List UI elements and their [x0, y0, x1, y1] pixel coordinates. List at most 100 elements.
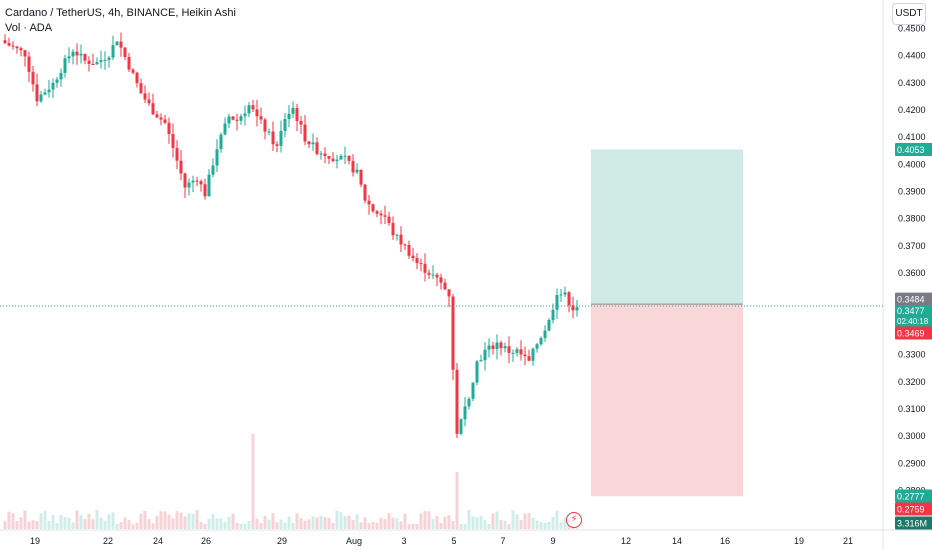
volume-bar [35, 520, 39, 529]
price-tick-label: 0.4500 [898, 24, 926, 34]
candle [163, 114, 167, 125]
volume-bar [31, 520, 35, 529]
candle-body [95, 62, 99, 65]
volume-bar [319, 516, 323, 529]
candle-body [171, 134, 175, 148]
volume-bar [367, 522, 371, 529]
candle [311, 133, 315, 151]
candle [423, 253, 427, 282]
candle [131, 68, 135, 75]
time-tick-label: 3 [401, 536, 406, 546]
candle-body [399, 234, 403, 245]
candle [315, 137, 319, 156]
candle-body [471, 382, 475, 399]
candle [351, 154, 355, 177]
candle-body [375, 211, 379, 214]
candle [363, 183, 367, 204]
candle-body [351, 160, 355, 173]
volume-bar [539, 521, 543, 529]
candle-body [415, 258, 419, 264]
candle [395, 233, 399, 241]
lightning-icon[interactable]: ⚡ [566, 512, 582, 528]
volume-value-label: 3.316M [897, 519, 927, 529]
candle-body [551, 309, 555, 320]
candle-body [295, 107, 299, 122]
candle [39, 90, 43, 104]
candle [447, 289, 451, 308]
volume-bar [375, 522, 379, 529]
volume-bar [387, 513, 391, 529]
candle-body [355, 169, 359, 173]
candle [471, 382, 475, 402]
candle [307, 140, 311, 149]
candle-body [407, 244, 411, 256]
candle-body [487, 345, 491, 350]
candle [59, 68, 63, 87]
candle-body [519, 349, 523, 355]
candle-body [279, 130, 283, 146]
volume-bar [39, 513, 43, 529]
candle [215, 139, 219, 173]
candle-body [31, 71, 35, 85]
candle [355, 163, 359, 174]
candle-body [319, 153, 323, 155]
candle-body [131, 69, 135, 73]
candle-body [191, 180, 195, 183]
volume-bar [355, 514, 359, 529]
candle [383, 205, 387, 225]
candle [515, 347, 519, 357]
candle-body [315, 142, 319, 154]
volume-bar [155, 515, 159, 529]
volume-bar [95, 510, 99, 529]
candle-body [79, 53, 83, 56]
volume-bar [267, 519, 271, 529]
candle-body [367, 200, 371, 205]
candle [543, 325, 547, 342]
candle [87, 56, 91, 72]
candle-body [455, 369, 459, 434]
price-tick-label: 0.4300 [898, 78, 926, 88]
currency-button[interactable]: USDT [892, 3, 926, 25]
candle-body [439, 277, 443, 283]
volume-value-label-bg [895, 516, 932, 530]
volume-bar [323, 517, 327, 529]
candle [379, 210, 383, 225]
volume-bar [315, 517, 319, 529]
profit-target-zone [591, 149, 743, 305]
candle [455, 362, 459, 439]
prev-close-label: 0.3469 [897, 329, 925, 339]
candle-body [499, 342, 503, 349]
candle [31, 65, 35, 92]
volume-bar [379, 517, 383, 529]
candle-body [151, 103, 155, 115]
candle [155, 111, 159, 118]
candle-body [195, 180, 199, 182]
candle-body [463, 406, 467, 420]
candle-body [531, 348, 535, 361]
volume-bar [43, 511, 47, 529]
candle-body [203, 184, 207, 197]
candle [547, 318, 551, 332]
candle-body [287, 113, 291, 120]
volume-bar [227, 516, 231, 529]
candle-body [251, 105, 255, 110]
candle-body [199, 181, 203, 185]
volume-bar [283, 522, 287, 529]
candle [319, 150, 323, 160]
candle [479, 354, 483, 362]
volume-bar [199, 521, 203, 529]
candle [227, 113, 231, 128]
candle [267, 128, 271, 136]
candle-body [331, 158, 335, 162]
candle [103, 51, 107, 70]
volume-bar [79, 515, 83, 529]
candle-body [403, 244, 407, 246]
candle-body [327, 156, 331, 159]
volume-bar [415, 524, 419, 529]
volume-bar [183, 516, 187, 529]
candle [407, 240, 411, 259]
volume-bar [235, 522, 239, 529]
candle-body [59, 72, 63, 80]
volume-bar [427, 511, 431, 529]
